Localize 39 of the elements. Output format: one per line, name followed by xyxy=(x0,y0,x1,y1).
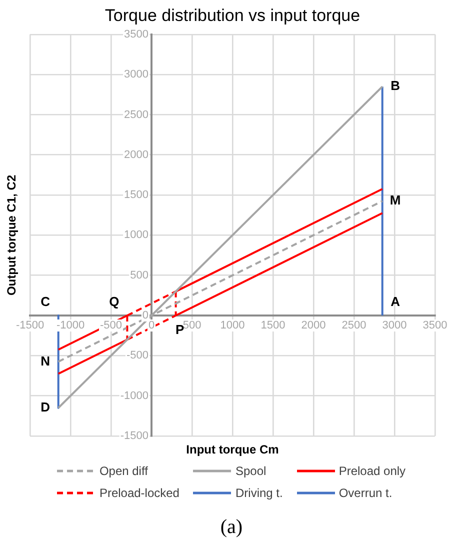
annotation: B xyxy=(390,78,400,94)
x-tick-label: 2000 xyxy=(301,320,326,332)
annotation: D xyxy=(40,399,50,414)
x-tick-label: -1500 xyxy=(16,320,44,332)
annotation: M xyxy=(390,192,401,208)
y-tick-label: 500 xyxy=(130,269,148,282)
y-tick-label: 0 xyxy=(142,310,148,322)
legend-label: Open diff xyxy=(99,464,148,478)
legend-label: Spool xyxy=(235,464,266,478)
annotation: Q xyxy=(109,294,120,310)
x-tick-label: 3500 xyxy=(422,320,448,332)
y-tick-label: -500 xyxy=(126,350,148,362)
text: (a) xyxy=(219,516,244,539)
y-tick-label: -1500 xyxy=(120,430,148,442)
x-tick-label: 1500 xyxy=(260,320,286,332)
x-tick-label: -500 xyxy=(100,320,122,332)
x-tick-label: -1000 xyxy=(56,320,85,332)
x-tick-label: 3000 xyxy=(382,320,407,332)
chart-title: Torque distribution vs input torque xyxy=(104,6,360,25)
y-tick-label: 1000 xyxy=(124,229,148,242)
x-axis-title: Input torque Cm xyxy=(186,442,279,456)
x-tick-label: 2500 xyxy=(342,320,366,332)
y-axis-title: Output torque C1, C2 xyxy=(4,174,18,296)
legend-label: Preload only xyxy=(338,464,406,478)
x-tick-label: 1000 xyxy=(220,320,245,332)
y-tick-label: 3500 xyxy=(124,28,148,40)
annotation: A xyxy=(390,294,401,310)
annotation: N xyxy=(40,353,50,368)
legend-label: Preload-locked xyxy=(99,486,180,500)
y-tick-label: 2000 xyxy=(124,148,148,161)
y-tick-label: -1000 xyxy=(120,390,148,402)
legend-label: Overrun t. xyxy=(338,486,392,500)
y-tick-label: 1500 xyxy=(124,189,148,202)
annotation: C xyxy=(40,294,51,310)
y-tick-label: 2500 xyxy=(124,108,148,121)
annotation: P xyxy=(175,322,184,338)
y-tick-label: 3000 xyxy=(124,68,148,81)
x-tick-label: 500 xyxy=(182,320,202,332)
legend-label: Driving t. xyxy=(235,486,283,500)
